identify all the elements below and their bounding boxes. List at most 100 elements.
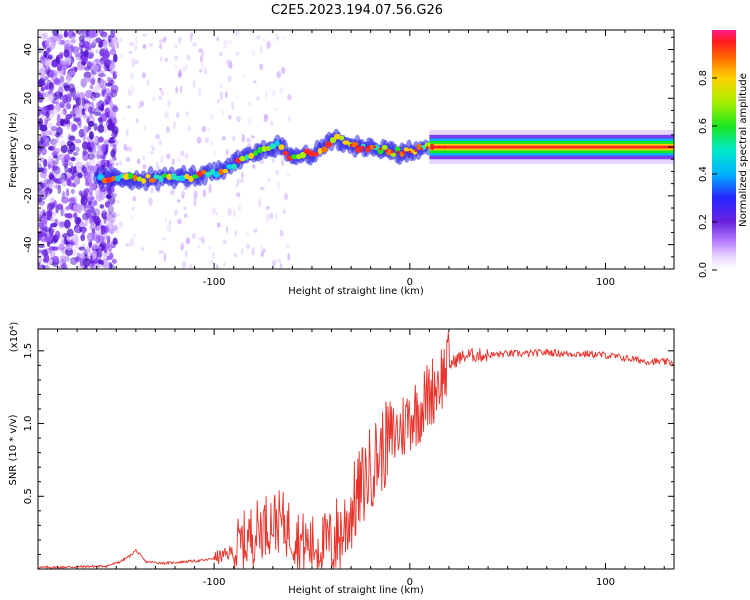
spectrogram-noise-speckle: [98, 60, 105, 69]
spectrogram-noise-speckle: [81, 141, 89, 150]
spectrogram-noise-speckle: [65, 102, 72, 110]
spectrogram-noise-speckle: [155, 134, 160, 140]
spectrogram-noise-speckle: [171, 158, 175, 165]
spectrogram-noise-speckle: [52, 150, 59, 156]
spectrogram-noise-speckle: [110, 39, 116, 50]
spectrogram-noise-speckle: [51, 246, 59, 251]
spectrogram-noise-speckle: [93, 208, 101, 217]
snr-frame: [37, 328, 675, 570]
spectrogram-noise-speckle: [283, 192, 289, 201]
spectrogram-noise-speckle: [70, 188, 75, 195]
spectrogram-noise-speckle: [216, 222, 221, 228]
spectrogram-noise-speckle: [102, 39, 108, 49]
spectrogram-noise-speckle: [260, 244, 264, 252]
spectrogram-noise-speckle: [142, 33, 148, 38]
spectrogram-noise-speckle: [47, 209, 53, 217]
spectrogram-noise-speckle: [115, 70, 119, 75]
spectrogram-noise-speckle: [46, 79, 52, 86]
spectrogram-noise-speckle: [89, 131, 94, 140]
spectrogram-noise-speckle: [38, 78, 46, 87]
spectrogram-noise-speckle: [96, 248, 103, 258]
spectrogram-noise-speckle: [197, 87, 202, 97]
spectrogram-noise-speckle: [93, 123, 98, 131]
spectrogram-noise-speckle: [216, 264, 219, 269]
spectrogram-noise-speckle: [87, 200, 93, 206]
colorbar-tick-label: 0.2: [698, 214, 709, 230]
spectrogram-noise-speckle: [141, 72, 147, 79]
spectrogram-noise-speckle: [174, 64, 178, 69]
spectrogram-noise-speckle: [38, 167, 45, 172]
spectrogram-noise-speckle: [258, 198, 262, 208]
spectrogram-noise-speckle: [38, 249, 44, 254]
spectrogram-noise-speckle: [112, 237, 118, 245]
spectrogram-noise-speckle: [112, 224, 120, 234]
spectrogram-noise-speckle: [39, 56, 46, 65]
spectrogram-noise-speckle: [248, 101, 251, 106]
spectrogram-noise-speckle: [56, 113, 61, 124]
spectrogram-noise-speckle: [110, 30, 115, 39]
spectrogram-noise-speckle: [50, 249, 56, 259]
spectrogram-noise-speckle: [236, 116, 241, 123]
spectrogram-noise-speckle: [142, 155, 146, 160]
spectrogram-noise-speckle: [176, 157, 182, 162]
spectrogram-ridge-blob: [403, 147, 409, 152]
spectrogram-noise-speckle: [208, 184, 212, 194]
spectrogram-noise-speckle: [269, 120, 274, 126]
spectrogram-noise-speckle: [125, 243, 130, 247]
spectrogram-ridge-blob: [291, 154, 298, 160]
spectrogram-noise-speckle: [75, 146, 80, 153]
spectrogram-ridge-blob: [97, 173, 105, 181]
spectrogram-ridge-core: [379, 147, 382, 151]
spectrogram-ridge-blob: [278, 144, 285, 151]
spectrogram-noise-speckle: [175, 86, 178, 94]
spectrogram-noise-speckle: [282, 35, 288, 40]
spectrogram-noise-speckle: [48, 123, 54, 129]
spectrogram-noise-speckle: [139, 100, 145, 108]
spectrogram-y-tick-label: 40: [23, 43, 34, 56]
spectrogram-ridge-blob: [231, 163, 238, 170]
spectrogram-noise-speckle: [57, 33, 64, 39]
spectrogram-noise-speckle: [49, 44, 53, 53]
spectrogram-noise-speckle: [207, 127, 210, 132]
spectrogram-noise-speckle: [102, 208, 106, 214]
spectrogram-noise-speckle: [160, 154, 164, 164]
spectrogram-noise-speckle: [212, 208, 216, 213]
spectrogram-noise-speckle: [265, 205, 270, 210]
spectrogram-noise-speckle: [82, 257, 91, 267]
spectrogram-noise-speckle: [66, 228, 74, 237]
spectrogram-noise-speckle: [53, 77, 61, 86]
spectrogram-noise-speckle: [48, 184, 54, 189]
spectrogram-noise-speckle: [63, 219, 71, 229]
spectrogram-noise-speckle: [135, 35, 138, 45]
spectrogram-ridge-blob: [334, 133, 341, 140]
spectrogram-noise-speckle: [285, 244, 290, 249]
spectrogram-noise-speckle: [183, 186, 189, 190]
spectrogram-noise-speckle: [60, 118, 65, 127]
spectrogram-noise-speckle: [47, 54, 53, 60]
spectrogram-ridge-blob: [105, 177, 113, 183]
spectrogram-noise-speckle: [281, 161, 284, 167]
spectrogram-noise-speckle: [86, 247, 92, 254]
spectrogram-noise-speckle: [72, 151, 79, 156]
spectrogram-noise-speckle: [65, 244, 73, 251]
colorbar-tick-label: 0.8: [698, 70, 709, 86]
spectrogram-noise-speckle: [94, 188, 99, 195]
spectrogram-noise-speckle: [58, 53, 64, 60]
spectrogram-noise-speckle: [40, 54, 45, 63]
spectrogram-noise-speckle: [276, 70, 282, 79]
spectrogram-noise-speckle: [44, 44, 51, 52]
spectrogram-noise-speckle: [173, 44, 179, 48]
spectrogram-noise-speckle: [260, 251, 264, 258]
spectrogram-ridge-core: [408, 150, 412, 154]
spectrogram-noise-speckle: [132, 196, 137, 202]
spectrogram-noise-speckle: [160, 250, 164, 254]
spectrogram-noise-speckle: [95, 80, 103, 90]
spectrogram-noise-speckle: [42, 249, 48, 256]
spectrogram-noise-speckle: [109, 109, 116, 118]
spectrogram-noise-speckle: [90, 195, 95, 201]
spectrogram-noise-speckle: [47, 155, 52, 166]
spectrogram-noise-speckle: [39, 93, 43, 99]
spectrogram-ridge-blob: [248, 152, 255, 159]
spectrogram-noise-speckle: [252, 164, 256, 169]
spectrogram-noise-speckle: [148, 197, 153, 206]
